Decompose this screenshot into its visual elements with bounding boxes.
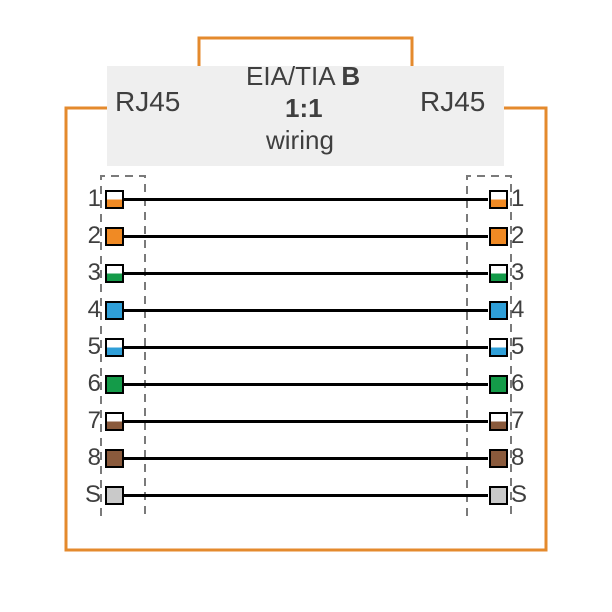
pin-number-left: 1: [71, 185, 101, 213]
right-connector-label: RJ45: [420, 86, 485, 118]
center-line-1: EIA/TIA B: [246, 61, 360, 92]
center-line-3: wiring: [266, 125, 334, 156]
pin-swatch: [105, 264, 124, 283]
wire-line: [124, 198, 488, 201]
pin-number-right: 8: [511, 444, 524, 472]
pin-swatch: [105, 375, 124, 394]
pin-number-right: 5: [511, 333, 524, 361]
pin-number-right: 7: [511, 407, 524, 435]
wire-line: [124, 494, 488, 497]
pin-swatch: [105, 338, 124, 357]
wire-line: [124, 420, 488, 423]
wire-line: [124, 272, 488, 275]
pin-swatch: [489, 301, 508, 320]
pin-swatch: [489, 264, 508, 283]
pin-swatch: [105, 227, 124, 246]
wire-line: [124, 457, 488, 460]
diagram-canvas: RJ45 RJ45 EIA/TIA B 1:1 wiring 1 1 2 2 3 3 4 4 5…: [0, 0, 612, 612]
pin-swatch: [105, 449, 124, 468]
pin-number-right: 2: [511, 222, 524, 250]
center-line-1-bold: B: [341, 61, 360, 91]
pin-swatch: [489, 190, 508, 209]
pin-number-right: 6: [511, 370, 524, 398]
pin-swatch: [489, 375, 508, 394]
pin-swatch: [105, 486, 124, 505]
pin-swatch: [105, 190, 124, 209]
pin-swatch: [489, 412, 508, 431]
pin-number-left: 2: [71, 222, 101, 250]
pin-number-left: 3: [71, 259, 101, 287]
wire-line: [124, 383, 488, 386]
wire-line: [124, 235, 488, 238]
pin-swatch: [489, 227, 508, 246]
pin-number-left: 7: [71, 407, 101, 435]
pin-swatch: [105, 412, 124, 431]
pin-number-right: S: [511, 481, 527, 509]
wire-line: [124, 309, 488, 312]
center-line-2: 1:1: [285, 93, 323, 124]
pin-number-left: S: [71, 481, 101, 509]
pin-number-right: 4: [511, 296, 524, 324]
pin-number-right: 1: [511, 185, 524, 213]
pin-swatch: [489, 486, 508, 505]
left-connector-label: RJ45: [115, 86, 180, 118]
pin-number-left: 8: [71, 444, 101, 472]
pin-swatch: [489, 449, 508, 468]
pin-number-left: 6: [71, 370, 101, 398]
pin-number-left: 5: [71, 333, 101, 361]
pin-swatch: [489, 338, 508, 357]
wire-line: [124, 346, 488, 349]
pin-number-right: 3: [511, 259, 524, 287]
center-line-1-prefix: EIA/TIA: [246, 61, 341, 91]
pin-number-left: 4: [71, 296, 101, 324]
pin-swatch: [105, 301, 124, 320]
